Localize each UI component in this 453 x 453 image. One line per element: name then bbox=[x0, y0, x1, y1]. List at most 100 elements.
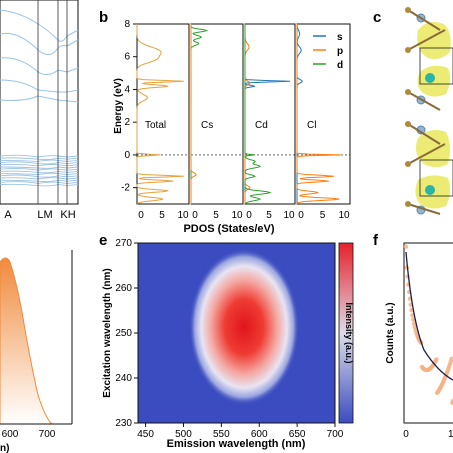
f-scatter-point bbox=[411, 317, 416, 322]
band-line bbox=[0, 95, 79, 103]
legend-p-label: p bbox=[337, 46, 343, 57]
pdos-curve bbox=[190, 24, 197, 204]
f-scatter bbox=[403, 244, 453, 405]
band-line bbox=[0, 154, 79, 158]
a-xtick-A: A bbox=[4, 209, 12, 221]
b-subpanel-label: Cs bbox=[201, 120, 213, 131]
c-structure-bottom bbox=[405, 121, 453, 215]
band-line bbox=[0, 164, 79, 167]
b-xtick-label: 5 bbox=[266, 210, 272, 221]
e-ytick-label: 250 bbox=[115, 328, 132, 339]
b-subpanel-label: Total bbox=[145, 120, 166, 131]
b-ytick-label: -2 bbox=[121, 183, 130, 194]
f-scatter-point bbox=[411, 321, 417, 326]
b-ytick-label: 4 bbox=[124, 84, 130, 95]
panel-label-c: c bbox=[373, 9, 381, 26]
pdos-curve bbox=[136, 24, 184, 205]
e-xtick-label: 700 bbox=[327, 429, 344, 440]
c-structure-top bbox=[405, 7, 453, 111]
b-ylabel: Energy (eV) bbox=[113, 78, 124, 134]
a-xtick-KH: KH bbox=[60, 209, 75, 221]
b-subpanels: Total 0 5 10 Cs 0 5 10 Cd 0 5 10 Cl 0 5 10 bbox=[136, 23, 351, 221]
panel-a-top: A LM KH bbox=[0, 0, 79, 221]
f-xtick-0: 0 bbox=[403, 429, 409, 440]
e-yticks: 230 240 250 260 270 bbox=[115, 238, 138, 429]
pdos-curve bbox=[296, 24, 343, 205]
a-xtick-LM: LM bbox=[37, 209, 52, 221]
b-xtick-label: 10 bbox=[283, 210, 295, 221]
b-xtick-label: 10 bbox=[177, 210, 189, 221]
b-ytick-label: 8 bbox=[124, 19, 130, 30]
pdos-curve bbox=[244, 24, 251, 204]
b-subpanel-frame bbox=[190, 23, 244, 205]
pl-spectrum-fill bbox=[0, 257, 54, 425]
band-line bbox=[0, 157, 79, 160]
b-legend: s p d bbox=[313, 32, 343, 71]
b-xtick-label: 5 bbox=[159, 210, 165, 221]
panel-label-f: f bbox=[373, 232, 379, 249]
b-xtick-label: 0 bbox=[192, 210, 198, 221]
e-xtick-label: 450 bbox=[137, 429, 154, 440]
panel-b: b Energy (eV) 8 6 4 2 0 -2 Total 0 5 10 Cs 0 5 10 Cd 0… bbox=[99, 9, 351, 235]
b-xlabel: PDOS (States/eV) bbox=[183, 223, 274, 235]
band-lines bbox=[0, 9, 79, 187]
e-ytick-label: 240 bbox=[115, 373, 132, 384]
band-line bbox=[0, 161, 79, 165]
e-xtick-label: 500 bbox=[175, 429, 192, 440]
panel-label-e: e bbox=[99, 232, 107, 249]
f-frame bbox=[403, 242, 453, 424]
e-xlabel: Emission wavelength (nm) bbox=[167, 438, 306, 450]
b-ytick-label: 6 bbox=[124, 52, 130, 63]
band-line bbox=[0, 181, 79, 184]
band-line bbox=[0, 9, 79, 42]
band-line bbox=[0, 79, 79, 93]
f-scatter-point bbox=[410, 313, 415, 318]
colorbar-label: Intensity (a.u.) bbox=[344, 302, 354, 363]
band-line bbox=[0, 170, 79, 174]
b-ytick-label: 0 bbox=[124, 150, 130, 161]
f-scatter-point bbox=[449, 356, 453, 361]
colorbar bbox=[338, 242, 354, 424]
e-xtick-label: 650 bbox=[289, 429, 306, 440]
b-xtick-label: 10 bbox=[338, 210, 350, 221]
band-line bbox=[0, 172, 79, 176]
pl-xtick-700: 700 bbox=[39, 429, 56, 440]
band-line bbox=[0, 177, 79, 180]
e-xtick-label: 550 bbox=[213, 429, 230, 440]
band-line bbox=[0, 167, 79, 171]
b-yticks: 8 6 4 2 0 -2 bbox=[121, 19, 137, 194]
f-ylabel: Counts (a.u.) bbox=[385, 302, 396, 363]
b-xtick-label: 10 bbox=[231, 210, 243, 221]
f-scatter-point bbox=[403, 244, 409, 249]
f-xtick-partial: 1 bbox=[448, 429, 453, 440]
pl-xlabel-fragment: n) bbox=[0, 443, 9, 453]
pl-xtick-600: 600 bbox=[2, 429, 19, 440]
panel-f: f Counts (a.u.) 0 1 bbox=[373, 232, 453, 440]
b-xtick-label: 0 bbox=[298, 210, 304, 221]
e-ylabel: Excitation wavelength (nm) bbox=[102, 268, 113, 397]
e-xtick-label: 600 bbox=[251, 429, 268, 440]
pdos-curve bbox=[244, 24, 272, 205]
f-scatter-point bbox=[434, 357, 439, 362]
e-ytick-label: 270 bbox=[115, 238, 132, 249]
e-xticks: 450 500 550 600 650 700 bbox=[137, 423, 344, 440]
f-fit-line bbox=[405, 251, 453, 381]
legend-s-label: s bbox=[337, 32, 343, 43]
panel-e: e 450 500 550 600 650 700 230 240 250 260 270 Emi… bbox=[99, 232, 354, 450]
e-ytick-label: 230 bbox=[115, 418, 132, 429]
e-ytick-label: 260 bbox=[115, 283, 132, 294]
b-xtick-label: 5 bbox=[320, 210, 326, 221]
b-subpanel-label: Cl bbox=[307, 120, 316, 131]
panel-a-bottom: 600 700 n) bbox=[0, 250, 73, 453]
legend-d-label: d bbox=[337, 60, 343, 71]
b-xtick-label: 5 bbox=[213, 210, 219, 221]
band-line bbox=[0, 57, 79, 76]
b-xtick-label: 0 bbox=[246, 210, 252, 221]
b-xtick-label: 0 bbox=[138, 210, 144, 221]
band-line bbox=[0, 32, 79, 55]
panel-label-b: b bbox=[99, 9, 108, 26]
panel-c: c bbox=[373, 7, 453, 215]
b-subpanel-label: Cd bbox=[255, 120, 268, 131]
band-line bbox=[0, 174, 79, 178]
